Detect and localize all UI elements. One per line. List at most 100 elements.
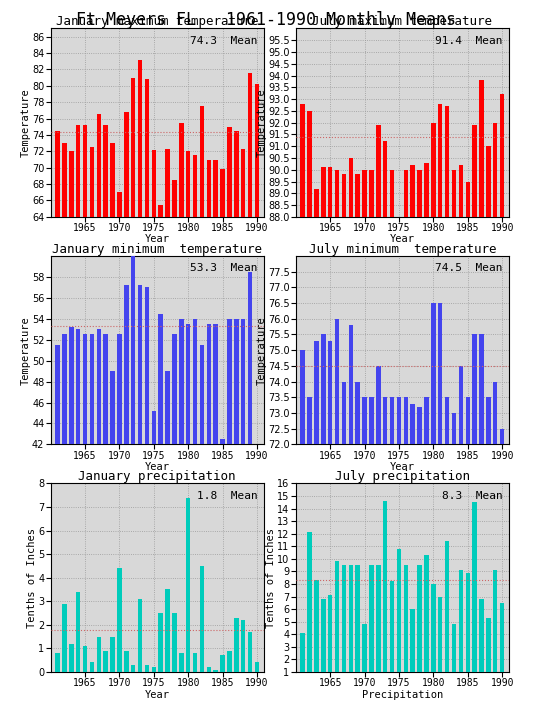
Bar (165, 589, 170, 672)
Bar (69, 151, 74, 711)
Bar (458, 366, 463, 711)
Bar (158, 205, 163, 711)
Bar (179, 122, 183, 711)
Bar (165, 149, 170, 711)
Title: January precipitation: January precipitation (78, 471, 236, 483)
Bar (465, 572, 470, 685)
Bar (151, 667, 156, 672)
Bar (55, 345, 60, 711)
Bar (213, 159, 218, 711)
Bar (479, 334, 484, 711)
Bar (144, 79, 149, 711)
Bar (424, 555, 429, 685)
Bar (410, 609, 415, 685)
Title: January minimum  temperature: January minimum temperature (52, 243, 262, 256)
Bar (472, 502, 477, 685)
Title: July precipitation: July precipitation (335, 471, 470, 483)
Y-axis label: Temperature: Temperature (20, 316, 30, 385)
X-axis label: Precipitation: Precipitation (362, 690, 443, 700)
Bar (255, 663, 259, 672)
Text: 1.8  Mean: 1.8 Mean (197, 491, 257, 501)
Bar (383, 501, 387, 685)
Bar (138, 60, 142, 711)
Bar (458, 570, 463, 685)
Bar (452, 170, 456, 711)
Bar (342, 174, 346, 711)
Bar (328, 595, 333, 685)
X-axis label: Year: Year (390, 235, 415, 245)
Bar (424, 163, 429, 711)
Bar (342, 565, 346, 685)
Bar (301, 104, 305, 711)
Bar (376, 125, 381, 711)
X-axis label: Year: Year (145, 235, 169, 245)
Text: 8.3  Mean: 8.3 Mean (442, 491, 503, 501)
Bar (227, 651, 232, 672)
Bar (69, 643, 74, 672)
Bar (131, 77, 135, 711)
Bar (328, 167, 333, 711)
Bar (335, 562, 340, 685)
Bar (131, 243, 135, 711)
Bar (124, 285, 128, 711)
Bar (241, 620, 245, 672)
Bar (158, 314, 163, 711)
Bar (369, 565, 374, 685)
Text: 74.3  Mean: 74.3 Mean (190, 36, 257, 46)
Y-axis label: Temperature: Temperature (256, 316, 266, 385)
Bar (390, 170, 394, 711)
Bar (103, 334, 108, 711)
Bar (220, 169, 225, 711)
Bar (124, 112, 128, 711)
Bar (417, 170, 422, 711)
Bar (356, 174, 360, 711)
Bar (465, 181, 470, 711)
Bar (144, 287, 149, 711)
Bar (117, 334, 122, 711)
Bar (234, 131, 239, 711)
Bar (349, 565, 353, 685)
Bar (172, 334, 176, 711)
Bar (445, 541, 449, 685)
Bar (458, 165, 463, 711)
Bar (90, 663, 94, 672)
Bar (479, 599, 484, 685)
Bar (452, 413, 456, 711)
Bar (321, 167, 326, 711)
Bar (96, 329, 101, 711)
Bar (96, 636, 101, 672)
Text: Ft Meyers FL   1961-1990 Monthly Means: Ft Meyers FL 1961-1990 Monthly Means (77, 11, 456, 29)
Bar (207, 324, 211, 711)
Bar (397, 397, 401, 711)
Bar (321, 599, 326, 685)
X-axis label: Year: Year (145, 690, 169, 700)
Title: July minimum  temperature: July minimum temperature (309, 243, 496, 256)
Bar (472, 125, 477, 711)
Bar (234, 319, 239, 711)
Bar (362, 624, 367, 685)
Bar (308, 533, 312, 685)
Bar (90, 147, 94, 711)
Bar (193, 156, 197, 711)
Bar (255, 444, 259, 711)
Bar (493, 382, 497, 711)
Bar (220, 656, 225, 672)
Bar (397, 217, 401, 711)
Bar (103, 125, 108, 711)
Bar (220, 439, 225, 711)
Bar (207, 159, 211, 711)
Bar (335, 319, 340, 711)
Bar (90, 334, 94, 711)
Text: 91.4  Mean: 91.4 Mean (435, 36, 503, 46)
Bar (234, 618, 239, 672)
Y-axis label: Tenths of Inches: Tenths of Inches (266, 528, 276, 628)
Bar (397, 549, 401, 685)
Bar (376, 366, 381, 711)
Y-axis label: Temperature: Temperature (20, 88, 30, 157)
Bar (486, 146, 490, 711)
Y-axis label: Temperature: Temperature (256, 88, 266, 157)
Bar (431, 303, 435, 711)
Bar (193, 319, 197, 711)
Bar (144, 665, 149, 672)
Bar (76, 592, 80, 672)
